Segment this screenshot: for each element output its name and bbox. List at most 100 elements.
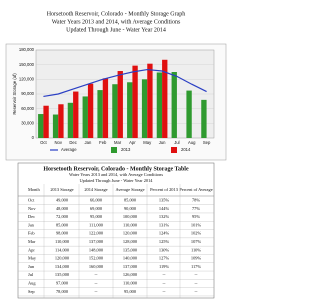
table-cell: 122,000 — [89, 231, 104, 237]
table-cell: 72,000 — [56, 214, 69, 220]
table-cell: 135,000 — [55, 272, 70, 278]
table-cell: -- — [163, 272, 166, 277]
bar — [112, 84, 118, 138]
y-tick-label: 180,000 — [19, 47, 35, 52]
x-tick-label: Oct — [40, 140, 47, 145]
bar — [67, 102, 74, 138]
table-note: Updated Through June - Water Year 2014 — [79, 178, 153, 183]
table-cell: 114,000 — [55, 247, 70, 253]
x-tick-label: Nov — [55, 140, 63, 145]
table-cell: 128,000 — [123, 239, 138, 245]
table-cell: 77% — [192, 206, 200, 211]
table-cell: 120,000 — [55, 256, 70, 262]
table-cell: Dec — [28, 214, 35, 219]
bar — [38, 114, 44, 138]
header-subtitle: Water Years 2013 and 2014, with Average … — [52, 19, 181, 25]
table-cell: -- — [95, 272, 98, 277]
table-cell: 152,000 — [89, 256, 104, 262]
table-cell: Nov — [28, 206, 36, 211]
table-cell: 126,000 — [123, 272, 138, 278]
table-cell: 127% — [159, 256, 170, 261]
table-cell: 135,000 — [123, 247, 138, 253]
table-cell: 85,000 — [56, 222, 69, 228]
bar — [171, 72, 177, 138]
table-cell: 111,000 — [89, 222, 104, 228]
table-cell: -- — [163, 289, 166, 294]
legend-swatch — [111, 147, 117, 153]
column-header: Percent of Average — [179, 187, 212, 192]
table-cell: 132% — [159, 214, 170, 219]
table-cell: 124% — [159, 231, 170, 236]
y-tick-label: 120,000 — [19, 76, 35, 81]
y-tick-label: 90,000 — [21, 91, 34, 96]
column-header: 2014 Storage — [84, 187, 107, 192]
table-cell: Mar — [28, 239, 36, 244]
table-cell: 110,000 — [123, 222, 138, 228]
table-cell: 78% — [192, 198, 200, 203]
table-cell: Jun — [28, 264, 35, 269]
table-cell: 102% — [191, 231, 202, 236]
table-cell: Aug — [28, 281, 36, 286]
table-cell: 90,000 — [124, 206, 137, 212]
table-cell: 98,000 — [56, 231, 69, 237]
table-cell: 101% — [191, 222, 202, 227]
table-subtitle: Water Years 2013 and 2014, with Average … — [69, 172, 163, 178]
table-cell: 48,000 — [56, 206, 69, 212]
bar — [201, 99, 207, 138]
table-cell: 148,000 — [89, 247, 104, 253]
table-cell: 100,000 — [123, 214, 138, 220]
table-frame — [17, 162, 215, 299]
column-header: 2013 Storage — [50, 187, 73, 192]
table-cell: 107% — [191, 239, 202, 244]
table-cell: -- — [195, 281, 198, 286]
legend-label: Average — [61, 147, 77, 152]
table-cell: 110,000 — [55, 239, 70, 245]
table-cell: May — [28, 256, 37, 261]
table-cell: 137,000 — [123, 264, 138, 270]
table-cell: 95% — [192, 214, 200, 219]
bar — [82, 96, 88, 138]
document: Horsetooth Reservoir, Colorado - Monthly… — [5, 11, 227, 299]
table-cell: 109% — [191, 256, 202, 261]
table-cell: 69,000 — [90, 206, 103, 212]
x-tick-label: Aug — [188, 140, 196, 145]
legend-swatch — [171, 147, 177, 153]
bar — [43, 105, 49, 138]
table-cell: -- — [95, 289, 98, 294]
table-cell: -- — [195, 272, 198, 277]
x-tick-label: Jan — [85, 140, 92, 145]
x-tick-label: Dec — [69, 140, 76, 145]
bar — [186, 90, 192, 138]
y-axis-label: Reservoir Storage (af) — [12, 73, 17, 115]
header-note: Updated Through June - Water Year 2014 — [66, 27, 166, 33]
bar — [141, 79, 148, 138]
x-tick-label: Feb — [99, 140, 107, 145]
x-tick-label: Jul — [174, 140, 179, 145]
header-title: Horsetooth Reservoir, Colorado - Monthly… — [47, 11, 186, 17]
table-cell: 49,000 — [56, 198, 69, 204]
legend-label: 2013 — [121, 147, 131, 152]
bar — [162, 59, 168, 138]
table-cell: 137,000 — [89, 239, 104, 245]
column-header: Month — [28, 187, 41, 192]
y-tick-label: 30,000 — [21, 120, 34, 125]
bar — [117, 71, 123, 138]
table-cell: 144% — [159, 206, 170, 211]
table-cell: 131% — [159, 222, 170, 227]
bar — [73, 91, 79, 138]
table-cell: 125% — [159, 239, 170, 244]
table-cell: Sep — [28, 289, 35, 294]
table-cell: 110,000 — [123, 281, 138, 287]
line — [43, 68, 207, 98]
table-cell: Jul — [28, 272, 34, 277]
y-tick-label: 60,000 — [21, 106, 34, 111]
table-cell: Oct — [28, 198, 35, 203]
table-cell: 117% — [191, 264, 201, 269]
table-cell: 120,000 — [123, 231, 138, 237]
table-cell: 85,000 — [124, 198, 137, 204]
x-tick-label: Jun — [159, 140, 166, 145]
legend-label: 2014 — [181, 147, 191, 152]
x-tick-label: Sep — [203, 140, 211, 145]
table-cell: 140,000 — [123, 256, 138, 262]
